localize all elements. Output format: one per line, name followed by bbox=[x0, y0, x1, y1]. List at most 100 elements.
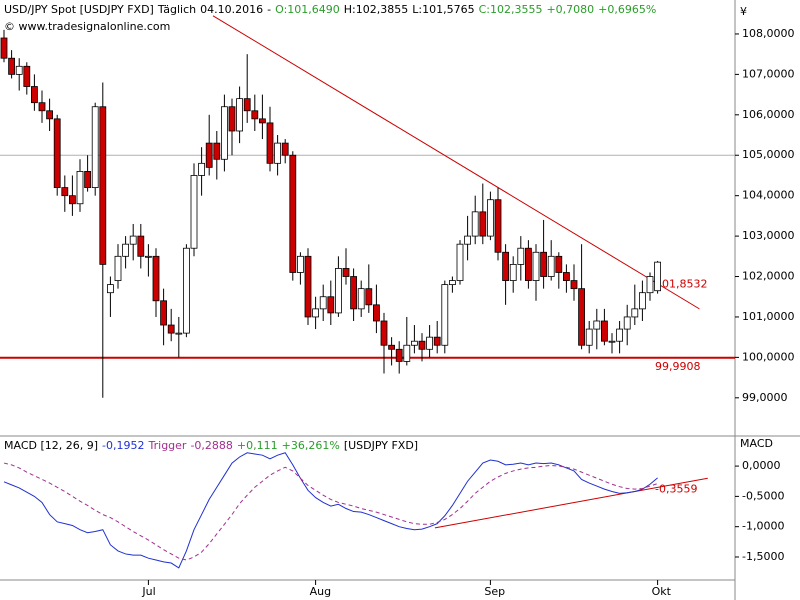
x-tick-label: Aug bbox=[310, 585, 331, 598]
candle-body bbox=[190, 175, 198, 249]
candle-body bbox=[61, 187, 69, 197]
candle-body bbox=[69, 195, 76, 205]
candle-body bbox=[198, 162, 206, 176]
candle-body bbox=[76, 171, 84, 205]
macd-line bbox=[3, 462, 658, 561]
x-tick-label: Jul bbox=[141, 585, 155, 598]
candle-body bbox=[654, 261, 661, 292]
price-header: USD/JPY Spot [USDJPY FXD] Täglich 04.10.20… bbox=[4, 3, 660, 16]
candle-body bbox=[525, 247, 532, 281]
candle-body bbox=[175, 332, 183, 335]
candle-body bbox=[418, 340, 426, 350]
candle-body bbox=[441, 284, 449, 346]
y-tick-label: 99,0000 bbox=[742, 391, 788, 404]
y-tick-label: 100,0000 bbox=[742, 350, 795, 363]
candle-body bbox=[213, 142, 221, 160]
candle-body bbox=[547, 255, 555, 277]
candle-body bbox=[410, 340, 418, 346]
candle-body bbox=[99, 106, 107, 265]
candle-body bbox=[639, 292, 646, 310]
candle-body bbox=[84, 171, 91, 188]
header-item: - bbox=[267, 3, 272, 16]
candle-body bbox=[53, 118, 61, 188]
candle-body bbox=[380, 320, 388, 346]
candle-body bbox=[517, 247, 525, 265]
y-tick-label: 106,0000 bbox=[742, 108, 795, 121]
legend-name: Trigger bbox=[148, 439, 187, 452]
header-item: +0,7080 bbox=[546, 3, 595, 16]
y-tick-label: -0,5000 bbox=[742, 489, 784, 502]
candle-body bbox=[334, 268, 342, 314]
candle-body bbox=[540, 251, 547, 277]
header-item: O:101,6490 bbox=[275, 3, 340, 16]
candle-body bbox=[471, 211, 479, 237]
macd-line bbox=[3, 452, 658, 569]
candle-body bbox=[623, 316, 631, 330]
candle-body bbox=[91, 106, 99, 188]
candle-body bbox=[433, 336, 441, 346]
y-tick-label: -1,0000 bbox=[742, 520, 784, 533]
candle-body bbox=[137, 235, 145, 257]
header-item: 04.10.2016 bbox=[200, 3, 264, 16]
candle-body bbox=[570, 280, 578, 290]
candle-body bbox=[15, 65, 23, 75]
header-item: H:102,3855 bbox=[343, 3, 409, 16]
candle-body bbox=[327, 296, 335, 314]
macd-header: MACD [12, 26, 9] -0,1952 Trigger -0,2888 +0,… bbox=[4, 439, 422, 452]
candle-body bbox=[152, 255, 160, 302]
x-tick-label: Sep bbox=[484, 585, 505, 598]
candle-body bbox=[243, 98, 251, 112]
header-item: Täglich bbox=[157, 3, 197, 16]
candle-body bbox=[236, 98, 244, 132]
trendline-label: 101,8532 bbox=[655, 277, 708, 290]
candle-body bbox=[509, 263, 517, 281]
axis-symbol: ¥ bbox=[740, 5, 747, 18]
candle-body bbox=[274, 142, 282, 164]
candle-body bbox=[251, 110, 259, 120]
candle-body bbox=[182, 247, 190, 334]
candle-body bbox=[456, 243, 464, 281]
trendline bbox=[434, 477, 708, 529]
header-item: +0,111 bbox=[236, 439, 278, 452]
y-tick-label: 103,0000 bbox=[742, 229, 795, 242]
candle-body bbox=[160, 300, 168, 326]
candle-body bbox=[585, 328, 593, 346]
candle-body bbox=[479, 211, 487, 237]
candle-body bbox=[114, 255, 122, 281]
axis-label: MACD bbox=[740, 437, 773, 450]
candle-body bbox=[167, 324, 175, 334]
candle-body bbox=[646, 276, 654, 294]
candle-body bbox=[555, 255, 563, 273]
candle-body bbox=[388, 344, 396, 350]
legend-value: -0,1952 bbox=[102, 439, 145, 452]
x-tick-label: Okt bbox=[652, 585, 672, 598]
candle-body bbox=[289, 154, 297, 273]
legend-value: -0,2888 bbox=[190, 439, 233, 452]
candle-body bbox=[319, 296, 327, 310]
candle-body bbox=[486, 199, 494, 237]
candle-body bbox=[593, 320, 601, 330]
y-tick-label: 107,0000 bbox=[742, 67, 795, 80]
y-tick-label: 101,0000 bbox=[742, 310, 795, 323]
candle-body bbox=[608, 340, 616, 343]
candle-body bbox=[296, 255, 304, 273]
candle-body bbox=[616, 328, 623, 342]
candle-body bbox=[563, 272, 570, 281]
candle-body bbox=[601, 320, 608, 342]
candle-body bbox=[403, 344, 411, 362]
candle-body bbox=[494, 199, 502, 253]
y-tick-label: 104,0000 bbox=[742, 189, 795, 202]
candle-body bbox=[266, 122, 274, 164]
candle-body bbox=[578, 288, 585, 346]
candle-body bbox=[502, 251, 510, 281]
candle-body bbox=[395, 348, 403, 362]
candle-body bbox=[220, 106, 228, 160]
candle-body bbox=[23, 65, 31, 87]
header-item: +36,261% bbox=[281, 439, 340, 452]
y-tick-label: -1,5000 bbox=[742, 550, 784, 563]
candle-body bbox=[38, 102, 46, 112]
y-tick-label: 0,0000 bbox=[742, 459, 781, 472]
trendline bbox=[212, 15, 700, 310]
candle-body bbox=[46, 110, 53, 120]
